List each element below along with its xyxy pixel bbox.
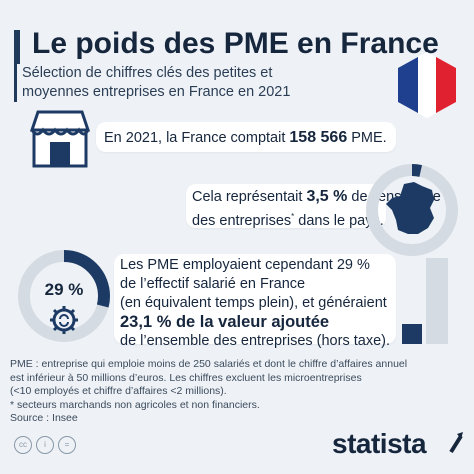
- share-sup: *: [291, 212, 295, 221]
- title-text: Le poids des PME en France: [32, 27, 439, 60]
- nd-icon: =: [58, 436, 76, 454]
- license-icons: cc i =: [14, 436, 76, 454]
- statista-logo-mark-icon: [449, 432, 463, 454]
- page-title: Le poids des PME en France: [14, 27, 439, 64]
- note-line-3: (<10 employés et chiffre d’affaires <2 m…: [10, 385, 227, 397]
- note-line-1: PME : entreprise qui emploie moins de 25…: [10, 358, 408, 370]
- gear-icon: [50, 306, 78, 334]
- va-line-5: de l’ensemble des entreprises (hors taxe…: [120, 333, 390, 349]
- subtitle: Sélection de chiffres clés des petites e…: [22, 64, 362, 102]
- pme-count-value: 158 566: [289, 129, 348, 146]
- subtitle-line-1: Sélection de chiffres clés des petites e…: [22, 65, 273, 81]
- subtitle-line-2: moyennes entreprises en France en 2021: [22, 84, 291, 100]
- subtitle-bar: [14, 64, 17, 102]
- shop-icon: [30, 110, 90, 168]
- employment-donut: 29 %: [18, 250, 110, 342]
- share-text: Cela représentait 3,5 % de l’ensemble de…: [192, 187, 441, 231]
- value-added-card: [114, 254, 396, 344]
- share-pre: Cela représentait: [192, 189, 307, 205]
- share-post: dans le pays.: [294, 212, 384, 229]
- pme-count-post: PME.: [347, 130, 387, 146]
- note-line-5: Source : Insee: [10, 412, 78, 424]
- employment-donut-label: 29 %: [45, 280, 84, 299]
- france-map-icon: [386, 182, 434, 234]
- value-added-text: Les PME employaient cependant 29 % de l’…: [120, 256, 400, 351]
- va-line-3: (en équivalent temps plein), et généraie…: [120, 295, 387, 311]
- va-line-2: de l’effectif salarié en France: [120, 276, 306, 292]
- share-value: 3,5 %: [306, 188, 348, 205]
- employment-donut-arc: [18, 250, 110, 342]
- va-line-4: 23,1 % de la valeur ajoutée: [120, 313, 330, 331]
- share-line2: des entreprises: [192, 212, 292, 229]
- footnotes: PME : entreprise qui emploie moins de 25…: [10, 358, 450, 426]
- va-line-1: Les PME employaient cependant 29 %: [120, 257, 370, 273]
- share-card: [186, 184, 386, 228]
- pme-count-card: En 2021, la France comptait 158 566 PME.: [96, 122, 396, 152]
- note-line-2: est inférieur à 50 millions d’euros. Les…: [10, 371, 362, 384]
- value-added-bar: [402, 324, 422, 344]
- pme-count-pre: En 2021, la France comptait: [104, 130, 290, 146]
- note-line-4: * secteurs marchands non agricoles et no…: [10, 398, 260, 411]
- france-donut: [366, 164, 458, 256]
- share-donut-arc: [366, 164, 458, 256]
- statista-logo[interactable]: statista: [332, 428, 427, 459]
- french-flag-icon: [398, 52, 456, 118]
- cc-icon: cc: [14, 436, 32, 454]
- value-added-bar-track: [426, 258, 448, 344]
- by-icon: i: [36, 436, 54, 454]
